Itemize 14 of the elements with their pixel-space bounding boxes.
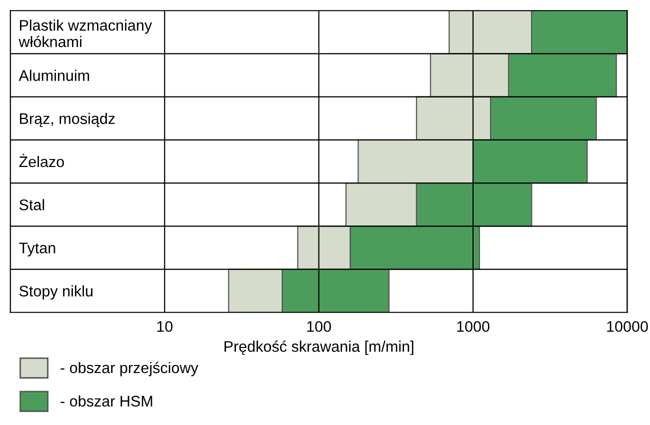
- x-tick-label: 10: [157, 321, 173, 332]
- y-tick-label: Tytan: [19, 242, 56, 256]
- x-tick-label: 10000: [607, 321, 648, 332]
- y-tick-label: Plastik wzmacniany włóknami: [18, 20, 152, 48]
- y-tick-label: Aluminuim: [18, 70, 90, 81]
- x-axis-title: Prędkość skrawania [m/min]: [224, 340, 414, 355]
- x-tick-label: 100: [307, 321, 331, 332]
- legend-label: - obszar HSM: [60, 395, 152, 407]
- y-tick-label: Stal: [19, 199, 44, 210]
- y-tick-label: Żelazo: [19, 154, 64, 168]
- x-tick-label: 1000: [457, 321, 490, 332]
- legend-label: - obszar przejściowy: [60, 362, 198, 376]
- y-tick-label: Brąz, mosiądz: [20, 112, 115, 128]
- y-tick-label: Stopy niklu: [19, 285, 92, 300]
